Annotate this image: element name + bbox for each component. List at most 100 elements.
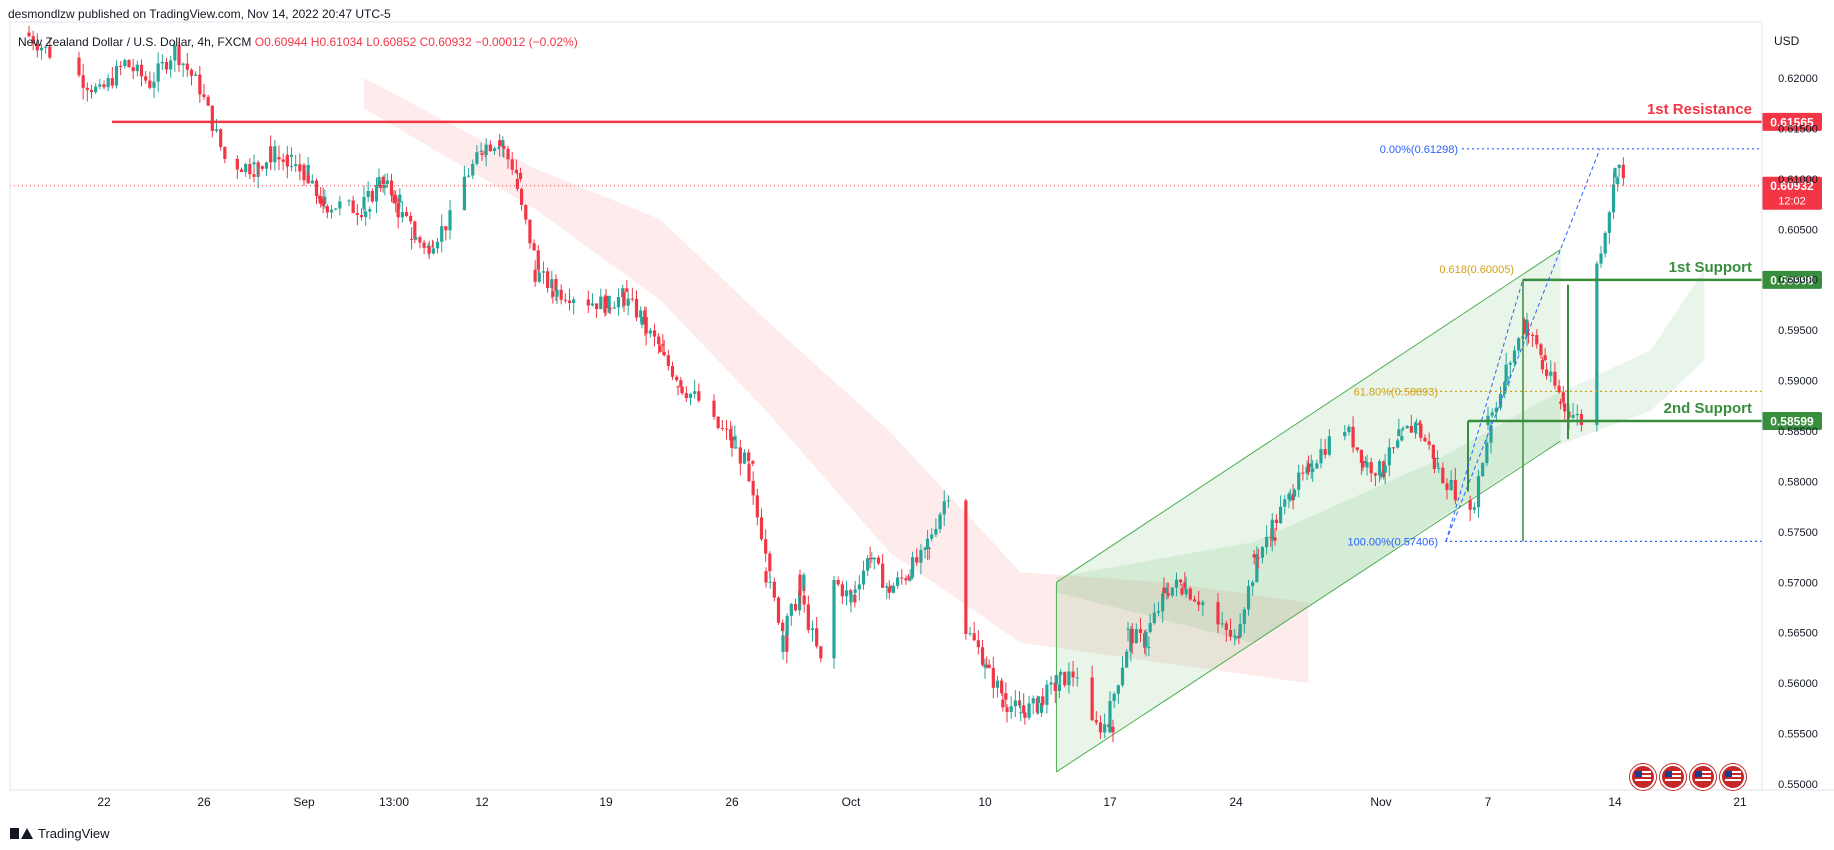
candle-body [625,288,629,292]
candle [625,279,629,293]
parallel-channel [1055,249,1561,773]
candle-body [868,557,872,560]
candle-body [793,603,798,611]
candle [181,62,185,78]
candle-body [1535,335,1539,345]
candle-body [466,175,471,177]
time-tick-label: 26 [197,795,211,809]
candle [964,498,968,640]
candle-body [317,196,321,199]
candle-body [1391,447,1396,449]
candle-body [684,393,688,399]
candle [764,567,768,588]
candle [1441,462,1445,484]
candle [785,613,789,638]
candle-body [925,538,930,549]
candle [1490,408,1494,419]
candle [712,394,716,420]
candle [298,153,302,181]
candle-body [781,635,785,652]
candle [444,226,448,241]
candle-body [747,452,751,462]
candle [506,145,510,169]
level-price-badge[interactable] [1762,270,1822,289]
candle [1162,577,1166,600]
candle-body [98,84,102,87]
candle [870,552,874,564]
us-flag-icon[interactable] [1630,764,1656,790]
candle [652,323,657,347]
candle-body [310,180,314,184]
candle [389,173,394,203]
symbol-legend[interactable]: New Zealand Dollar / U.S. Dollar, 4h, FX… [18,35,578,49]
candle-body [1120,667,1125,686]
candle-body [1297,472,1301,490]
candle [595,303,599,319]
candle [781,630,785,660]
candle [39,44,44,60]
candle [747,462,751,483]
time-axis[interactable]: 22 26 Sep 13:00 12 19 26 Oct 10 17 24 Nov 7 14 21 [97,795,1747,809]
currency-label: USD [1774,34,1800,48]
candle-body [127,60,131,68]
candle-body [359,215,364,218]
candle-body [857,584,861,590]
candle-body [679,380,683,387]
candle [648,327,652,338]
candle-body [1242,609,1246,625]
price-axis[interactable]: 0.62000 0.61500 0.61000 0.60500 0.60000 0.595… [1778,73,1818,791]
candle [515,170,520,192]
candle-body [374,184,379,202]
candle [264,161,269,177]
candle [742,449,747,465]
candle-body [1238,624,1242,638]
candle-body [1522,319,1526,334]
candle [1621,157,1625,186]
candle [198,65,202,103]
candle-body [1599,253,1603,264]
us-flag-icon[interactable] [1720,764,1746,790]
candle [321,187,325,214]
candle [414,230,418,241]
candle-body [1148,623,1152,633]
level-price-badge[interactable] [1762,112,1822,131]
candle [991,656,995,699]
candle [285,153,289,179]
candle-body [915,557,919,563]
tradingview-logo-text: TradingView [38,826,110,841]
candle-body [1017,700,1022,706]
candle [1255,546,1259,583]
horizontal-levels: 1st Resistance 0.61565 1st Support 0.59998 2… [10,101,1822,542]
candle-body [1498,393,1503,408]
candle [1423,434,1427,443]
level-price-label: 0.58599 [1770,415,1814,429]
candle-body [658,345,662,352]
candle [680,385,684,396]
us-flag-icon[interactable] [1690,764,1716,790]
candle-body [906,576,911,578]
candle [394,190,398,213]
tradingview-logo[interactable]: TradingView [10,826,110,841]
candle [676,385,680,396]
candle [693,379,697,399]
candle [853,580,857,600]
level-price-badge[interactable] [1762,412,1822,431]
last-price-badge[interactable] [1762,176,1822,210]
candle-body [946,500,951,502]
candle [810,620,815,642]
candle [1387,438,1391,477]
candle [1265,525,1269,555]
economic-events[interactable] [1630,764,1746,790]
candle-body [1058,671,1063,676]
candle [551,281,555,304]
candle [1485,436,1489,467]
candle [48,38,52,60]
candle [1613,167,1617,184]
us-flag-icon[interactable] [1660,764,1686,790]
candle-body [314,180,319,197]
candle-body [1503,381,1507,394]
candle [510,151,514,176]
candle [475,145,479,166]
candle [1027,695,1031,721]
